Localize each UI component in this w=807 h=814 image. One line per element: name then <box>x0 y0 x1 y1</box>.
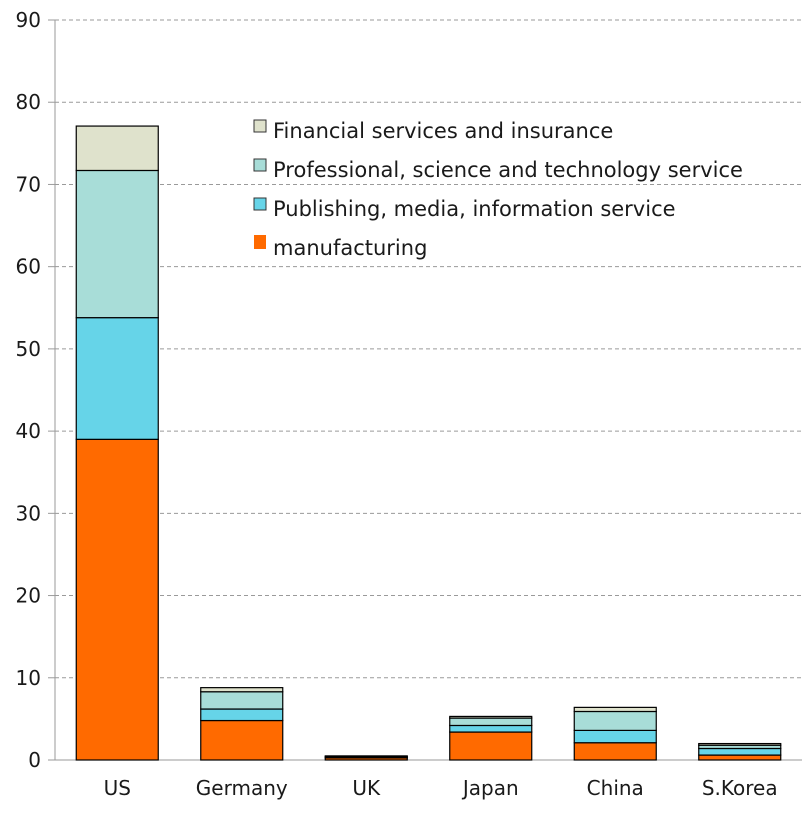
y-tick-label: 60 <box>16 255 41 279</box>
legend-swatch <box>253 158 267 172</box>
bar-segment-japan-s3 <box>449 715 533 719</box>
bar-segment-germany-s1 <box>200 708 284 722</box>
y-tick-label: 90 <box>16 8 41 32</box>
legend-swatch <box>254 235 266 249</box>
x-category-label: US <box>104 776 131 800</box>
bar-segment-s-korea-s3 <box>698 742 782 746</box>
y-tick-label: 20 <box>16 584 41 608</box>
x-category-label: China <box>587 776 644 800</box>
bar-segment-germany-s0 <box>200 719 284 761</box>
bar-segment-s-korea-s0 <box>698 754 782 761</box>
legend: Financial services and insurance Professi… <box>253 119 743 260</box>
bar-segment-germany-s3 <box>200 687 284 693</box>
axis-layer: 0 10 20 30 40 50 60 70 80 90 <box>16 8 802 772</box>
bar-segment-uk-s3 <box>324 755 408 758</box>
bars-layer <box>75 125 782 761</box>
legend-label: Publishing, media, information service <box>273 197 676 221</box>
bar-segment-china-s0 <box>573 742 657 761</box>
y-tick-label: 70 <box>16 172 41 196</box>
legend-label: manufacturing <box>273 236 427 260</box>
bar-segment-china-s1 <box>573 729 657 744</box>
category-labels: US Germany UK Japan China S.Korea <box>104 776 778 800</box>
bar-segment-japan-s0 <box>449 731 533 761</box>
bar-segment-s-korea-s1 <box>698 747 782 756</box>
x-category-label: Germany <box>196 776 288 800</box>
y-tick-label: 40 <box>16 419 41 443</box>
bar-segment-us-s1 <box>75 317 159 440</box>
x-category-label: Japan <box>461 776 519 800</box>
bar-segment-us-s0 <box>75 438 159 761</box>
bar-segment-japan-s1 <box>449 724 533 733</box>
legend-label: Financial services and insurance <box>273 119 613 143</box>
legend-swatch <box>253 119 267 133</box>
bar-segment-japan-s2 <box>449 717 533 727</box>
bar-segment-china-s3 <box>573 706 657 713</box>
y-tick-label: 30 <box>16 501 41 525</box>
legend-swatch <box>253 197 267 211</box>
bar-segment-china-s2 <box>573 710 657 732</box>
y-tick-label: 80 <box>16 90 41 114</box>
bar-segment-us-s3 <box>75 125 159 172</box>
grid-layer <box>55 19 802 679</box>
y-tick-label: 10 <box>16 666 41 690</box>
x-category-label: UK <box>352 776 381 800</box>
y-tick-label: 50 <box>16 337 41 361</box>
bar-segment-germany-s2 <box>200 691 284 710</box>
y-tick-label: 0 <box>28 748 41 772</box>
x-category-label: S.Korea <box>702 776 778 800</box>
bar-segment-us-s2 <box>75 169 159 319</box>
legend-label: Professional, science and technology ser… <box>273 158 743 182</box>
